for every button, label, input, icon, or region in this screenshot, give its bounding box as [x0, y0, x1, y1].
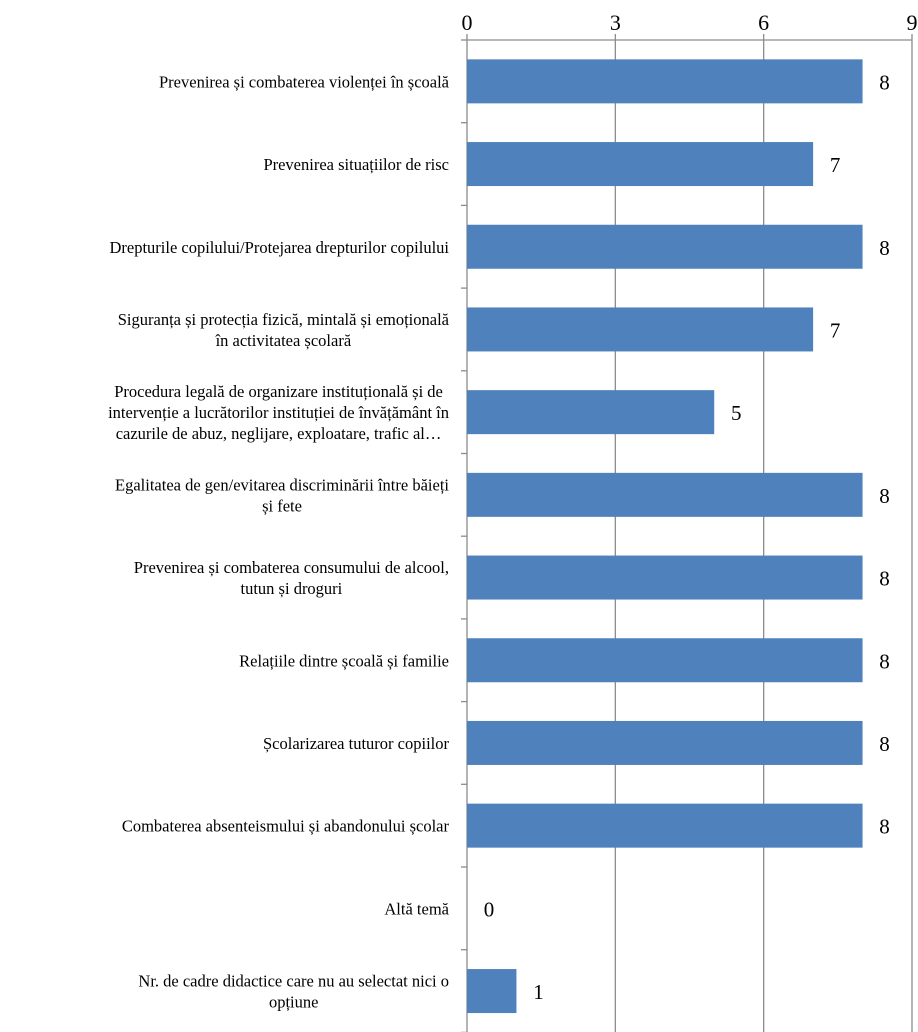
labels: 8 Prevenirea și combaterea violenței în ș… — [108, 70, 890, 1011]
category-label-1: Prevenirea situațiilor de risc — [263, 155, 449, 174]
bar-1 — [467, 142, 814, 187]
value-label-2: 8 — [879, 236, 890, 260]
category-label-7: Relațiile dintre școală și familie — [239, 651, 449, 670]
category-label-5: Egalitatea de gen/evitarea discriminării… — [115, 475, 449, 515]
bar-11 — [467, 969, 517, 1014]
bar-5 — [467, 472, 863, 517]
bar-9 — [467, 803, 863, 848]
category-label-11: Nr. de cadre didactice care nu au select… — [138, 972, 449, 1012]
bar-2 — [467, 224, 863, 269]
value-label-1: 7 — [830, 153, 841, 177]
x-tick-label-0: 0 — [462, 10, 473, 35]
bars — [467, 59, 863, 1014]
bar-8 — [467, 720, 863, 765]
category-label-4: Procedura legală de organizare instituți… — [108, 382, 449, 443]
bar-7 — [467, 638, 863, 683]
category-label-2: Drepturile copilului/Protejarea drepturi… — [109, 238, 449, 257]
value-label-10: 0 — [484, 897, 495, 921]
bar-6 — [467, 555, 863, 600]
category-label-9: Combaterea absenteismului și abandonului… — [122, 817, 450, 836]
value-label-3: 7 — [830, 318, 841, 342]
value-label-4: 5 — [731, 401, 742, 425]
axes: 0 3 6 9 — [461, 10, 918, 1032]
category-label-3: Siguranța și protecția fizică, mintală ș… — [118, 310, 450, 350]
value-label-7: 8 — [879, 649, 890, 673]
x-tick-label-9: 9 — [907, 10, 918, 35]
value-label-5: 8 — [879, 484, 890, 508]
x-tick-label-3: 3 — [610, 10, 621, 35]
x-tick-label-6: 6 — [758, 10, 769, 35]
value-label-8: 8 — [879, 732, 890, 756]
value-label-9: 8 — [879, 815, 890, 839]
bar-3 — [467, 307, 814, 352]
value-label-0: 8 — [879, 70, 890, 94]
value-label-11: 1 — [533, 980, 544, 1004]
bar-0 — [467, 59, 863, 104]
category-label-0: Prevenirea și combaterea violenței în șc… — [159, 72, 450, 91]
bar-4 — [467, 390, 715, 435]
category-label-10: Altă temă — [384, 899, 449, 918]
value-label-6: 8 — [879, 567, 890, 591]
gridlines — [614, 40, 913, 1032]
category-label-8: Școlarizarea tuturor copiilor — [263, 734, 450, 753]
category-label-6: Prevenirea și combaterea consumului de a… — [134, 558, 449, 598]
